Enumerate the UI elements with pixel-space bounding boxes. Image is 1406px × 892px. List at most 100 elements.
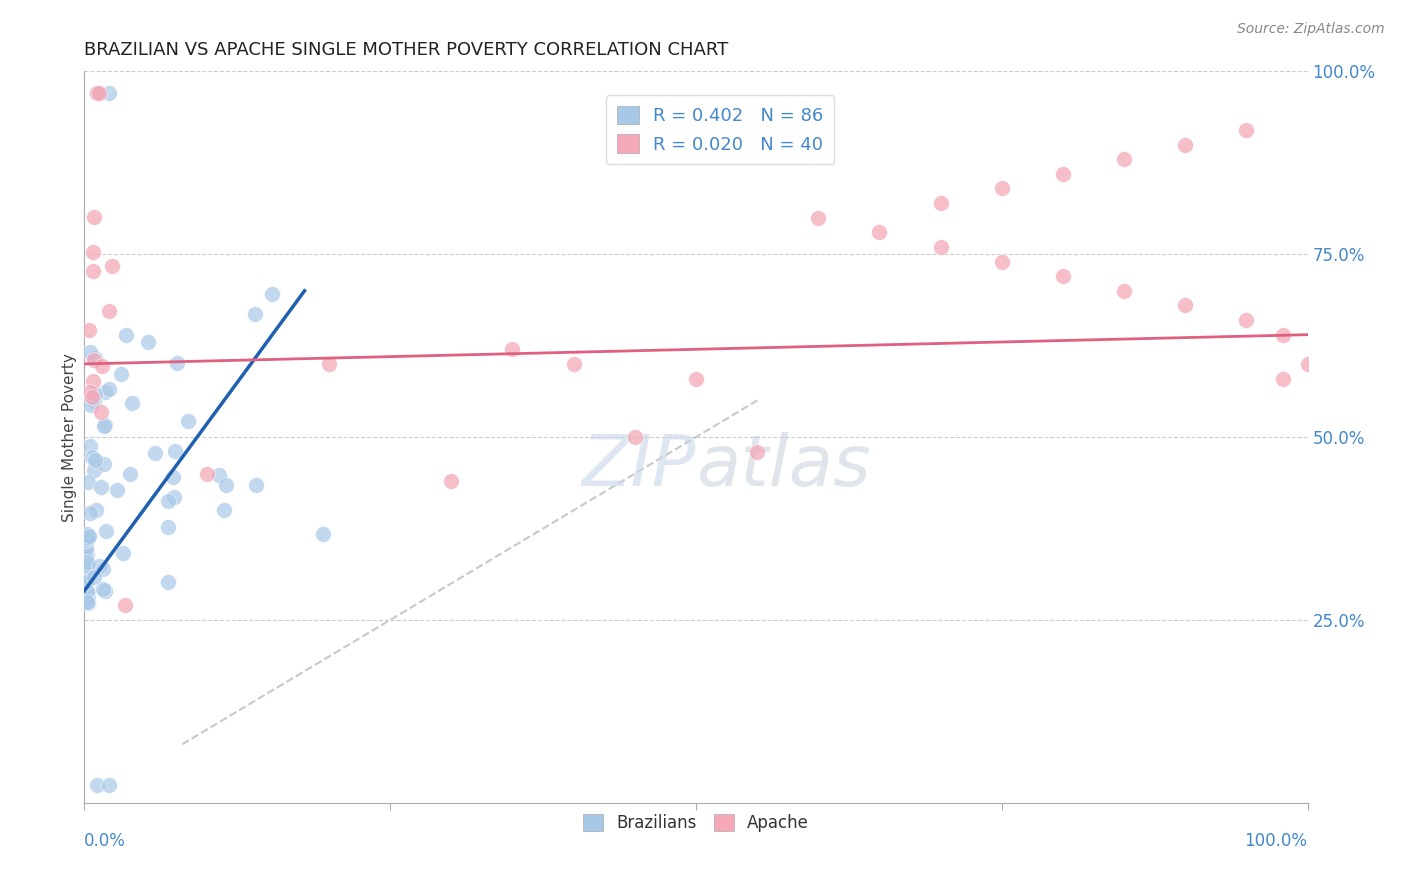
Point [111,546,134,560]
Point [79,506,101,520]
Point [83,570,105,584]
Point [245,478,267,492]
Point [120,467,142,481]
Text: BRAZILIAN VS APACHE SINGLE MOTHER POVERTY CORRELATION CHART: BRAZILIAN VS APACHE SINGLE MOTHER POVERT… [84,41,728,59]
Point [82,450,104,464]
Point [747,444,769,458]
Point [93,458,115,472]
Point [76,595,98,609]
Point [83,352,105,367]
Point [76,566,98,581]
Point [163,443,186,458]
Point [77,562,100,576]
Point [82,264,104,278]
Point [75,541,97,556]
Point [929,196,952,211]
Point [502,343,524,357]
Point [1114,152,1136,166]
Point [1174,137,1197,152]
Text: 100.0%: 100.0% [1244,832,1308,850]
Point [195,467,218,481]
Point [440,474,463,488]
Point [76,554,98,568]
Point [114,327,136,342]
Point [163,490,186,504]
Point [97,382,120,396]
Point [162,469,184,483]
Point [110,367,132,381]
Point [138,334,160,349]
Point [76,560,98,574]
Point [75,527,97,541]
Point [1272,371,1295,385]
Point [318,357,340,371]
Point [91,562,114,576]
Point [157,493,180,508]
Point [245,307,267,321]
Point [75,539,97,553]
Point [260,287,283,301]
Point [80,398,103,412]
Point [97,87,120,101]
Point [1114,284,1136,298]
Point [624,430,647,444]
Point [83,463,105,477]
Point [991,181,1014,195]
Point [83,211,105,225]
Point [76,584,98,599]
Point [166,356,188,370]
Point [114,599,136,613]
Point [84,503,107,517]
Point [121,396,143,410]
Point [80,390,103,404]
Point [75,576,97,591]
Point [84,453,107,467]
Point [76,593,98,607]
Point [75,575,97,590]
Point [90,405,112,419]
Point [75,549,97,564]
Point [807,211,830,225]
Point [77,475,100,490]
Point [215,478,238,492]
Text: atlas: atlas [696,432,870,500]
Legend: Brazilians, Apache: Brazilians, Apache [576,807,815,838]
Point [94,524,117,538]
Point [84,386,107,401]
Point [75,579,97,593]
Point [93,418,115,433]
Point [94,418,117,433]
Point [76,529,98,543]
Point [105,483,128,498]
Point [76,531,98,545]
Text: Source: ZipAtlas.com: Source: ZipAtlas.com [1237,22,1385,37]
Point [562,357,585,371]
Point [75,532,97,546]
Point [79,439,101,453]
Point [75,590,97,604]
Point [97,778,120,792]
Point [157,574,180,589]
Point [1052,167,1074,181]
Point [76,591,98,606]
Point [312,526,335,541]
Point [1296,357,1319,371]
Point [76,527,98,541]
Point [76,548,98,562]
Text: ZIP: ZIP [582,432,696,500]
Point [91,359,114,374]
Point [98,303,121,318]
Point [143,445,166,459]
Point [1174,298,1197,312]
Point [91,582,114,597]
Point [94,584,117,599]
Point [90,480,112,494]
Point [685,371,707,385]
Point [79,529,101,543]
Point [83,393,105,408]
Point [75,584,97,599]
Point [991,254,1014,268]
Point [1236,313,1258,327]
Point [1052,269,1074,284]
Point [208,468,231,483]
